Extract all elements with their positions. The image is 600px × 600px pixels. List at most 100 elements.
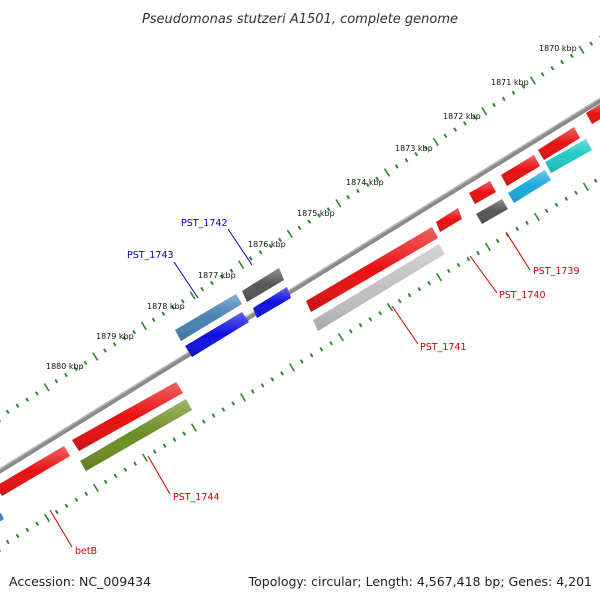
minor-tick [151,317,156,323]
minor-tick [64,372,68,378]
minor-tick [348,328,353,334]
genome-backbone-highlight [0,97,600,470]
minor-tick [515,226,520,232]
minor-tick [201,419,206,424]
minor-tick [365,182,370,188]
minor-tick [248,256,253,261]
gene-PST_1744-minus[interactable] [80,399,192,471]
minor-tick [132,329,137,335]
kbp-label: 1880 kbp [46,362,84,371]
minor-tick [544,208,549,214]
gene-PST_1743-a[interactable] [175,294,242,341]
minor-tick [180,299,185,304]
minor-tick [5,539,10,545]
gene-edge-blue[interactable] [0,513,4,522]
gene-label[interactable]: PST_1739 [533,266,580,277]
kbp-label: 1877 kbp [198,271,236,280]
minor-tick [521,84,526,89]
gene-PST_1739-minus-a[interactable] [508,170,551,203]
gene-label[interactable]: PST_1743 [127,250,174,261]
minor-tick [317,213,321,218]
gene-betB[interactable] [0,446,70,496]
minor-tick [122,335,127,341]
minor-tick [407,292,412,298]
map-title: Pseudomonas stutzeri A1501, complete gen… [142,12,458,27]
minor-tick [278,237,282,243]
minor-tick [171,305,175,310]
minor-tick [113,473,118,479]
gene-PST_1741-plus[interactable] [306,227,438,312]
major-tick [432,137,439,147]
major-tick [582,182,589,192]
kbp-label: 1873 kbp [395,144,433,153]
gene-label[interactable]: PST_1742 [181,218,228,229]
gene-label[interactable]: PST_1740 [499,290,546,301]
gene-label[interactable]: PST_1744 [173,492,220,503]
minor-tick [593,178,598,183]
minor-tick [375,176,380,181]
kbp-label: 1878 kbp [147,302,185,311]
gene-PST_1740-b[interactable] [469,181,496,204]
minor-tick [260,383,265,388]
gene-PST_1744-plus[interactable] [72,382,183,451]
major-tick [386,302,393,312]
minor-tick [564,196,569,202]
major-tick [335,198,342,208]
genome-backbone [0,97,600,474]
major-tick [43,383,50,392]
minor-tick [394,164,399,169]
major-tick [190,423,197,432]
minor-tick [472,115,477,120]
minor-tick [326,207,331,212]
minor-tick [162,443,167,448]
kbp-label: 1871 kbp [491,78,529,87]
minor-tick [462,121,467,126]
gene-PST_1738[interactable] [586,104,600,124]
minor-tick [280,371,285,376]
minor-tick [299,359,304,364]
minor-tick [417,286,422,292]
gene-features [0,104,600,522]
major-tick [238,260,245,269]
minor-tick [152,449,157,454]
major-tick [578,45,585,55]
minor-tick [550,65,555,71]
gene-label[interactable]: betB [75,546,97,557]
gene-label[interactable]: PST_1741 [420,342,467,353]
minor-tick [74,497,79,503]
gene-PST_1739-b[interactable] [538,127,580,160]
outer-tick-track [0,35,600,423]
major-tick [239,393,246,402]
minor-tick [397,298,402,304]
minor-tick [511,90,516,95]
minor-tick [424,145,428,151]
minor-tick [133,461,138,466]
minor-tick [15,533,20,539]
minor-tick [34,391,39,396]
gene-PST_1739-a[interactable] [501,155,540,186]
gene-PST_1739-minus-b[interactable] [545,139,592,173]
gene-PST_1741-minus[interactable] [313,244,445,331]
minor-tick [229,268,234,273]
kbp-label: 1870 kbp [539,44,577,53]
major-tick [435,272,442,282]
major-tick [189,291,196,300]
minor-tick [258,250,263,255]
gene-PST_1743-b[interactable] [185,312,249,357]
minor-tick [270,377,275,382]
major-tick [286,229,293,239]
gene-PST_1740-a[interactable] [436,208,462,232]
gene-PST_1742-b[interactable] [253,287,291,318]
minor-tick [25,527,30,533]
minor-tick [554,202,559,208]
minor-tick [54,509,59,515]
minor-tick [200,286,205,292]
minor-tick [466,256,471,262]
minor-tick [358,322,363,328]
label-leaders [49,228,531,548]
gene-PST_1740-minus[interactable] [476,199,508,224]
major-tick [92,483,99,493]
minor-tick [103,348,107,353]
minor-tick [427,280,432,286]
gene-PST_1742-a[interactable] [242,268,284,302]
